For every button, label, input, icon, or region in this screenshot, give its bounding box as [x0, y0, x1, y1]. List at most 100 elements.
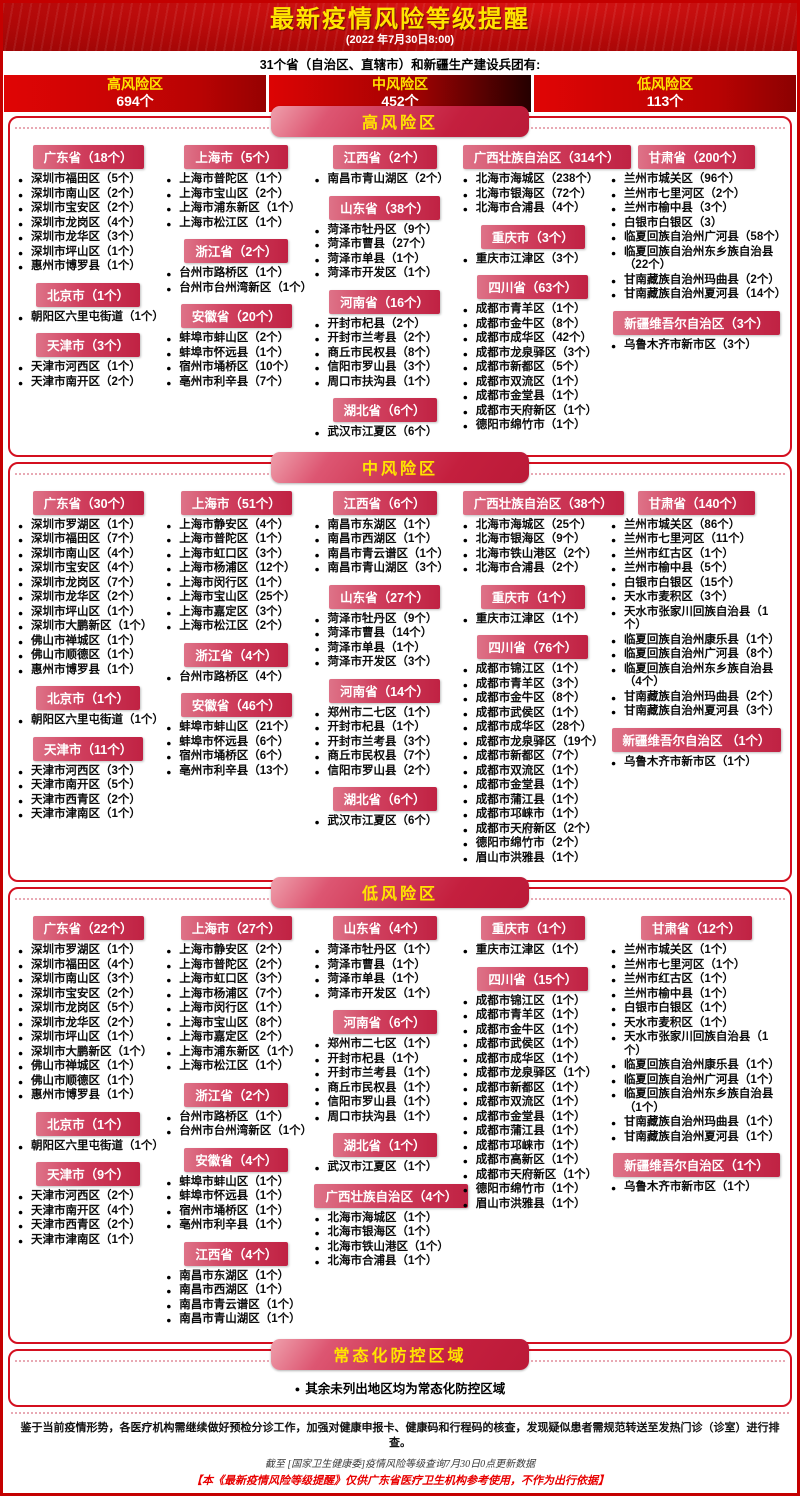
district-label: 商丘市民权县（1个）: [327, 1081, 438, 1094]
district-item: ● 临夏回族自治州康乐县（1个）: [611, 1059, 782, 1073]
bullet-icon: ●: [314, 269, 320, 279]
district-label: 深圳市龙岗区（4个）: [31, 216, 141, 229]
bullet-icon: ●: [314, 737, 320, 748]
bullet-icon: ●: [314, 334, 320, 344]
province-group: 北京市（1个） ● 朝阳区六里屯街道（1个）: [18, 1111, 164, 1154]
bullet-icon: ●: [314, 1040, 320, 1050]
district-item: ● 成都市锦江区（1个）: [463, 995, 603, 1009]
bullet-icon: ●: [166, 622, 172, 632]
district-item: ● 深圳市龙华区（2个）: [18, 1017, 158, 1031]
district-item: ● 上海市杨浦区（7个）: [166, 988, 306, 1002]
district-list: ● 朝阳区六里屯街道（1个）: [18, 714, 164, 728]
district-item: ● 白银市白银区（1个）: [611, 1002, 782, 1016]
bullet-icon: ●: [314, 629, 320, 639]
province-group: 重庆市（1个） ● 重庆市江津区（1个）: [463, 584, 603, 627]
district-label: 上海市普陀区（1个）: [179, 533, 290, 545]
province-header: 北京市（1个）: [36, 1111, 141, 1136]
district-list: ● 蚌埠市蚌山区（1个） ● 蚌埠市怀远县（1个） ● 宿州市埇桥区（1个） ● 亳州市利辛县…: [166, 1176, 306, 1233]
district-label: 菏泽市牡丹区（9个）: [327, 223, 438, 236]
district-item: ● 宿州市埇桥区（1个）: [166, 1205, 306, 1219]
district-label: 成都市金堂县（1个）: [475, 779, 586, 791]
district-item: ● 天津市南开区（5个）: [18, 779, 158, 793]
section-columns: 广东省（18个） ● 深圳市福田区（5个） ● 深圳市南山区（2个） ● 深圳市宝安区（2个…: [18, 142, 786, 449]
section-column: 广西壮族自治区（38个） ● 北海市海城区（25个） ● 北海市银海区（9个） ● 北海市铁…: [462, 490, 624, 875]
province-group: 天津市（11个） ● 天津市河西区（3个） ● 天津市南开区（5个） ● 天津市西青区（2个…: [18, 736, 158, 822]
bullet-icon: ●: [462, 766, 468, 777]
bullet-icon: ●: [166, 363, 172, 373]
district-label: 开封市杞县（1个）: [327, 1052, 426, 1065]
province-header: 重庆市（1个）: [480, 916, 585, 940]
province-group: 重庆市（3个） ● 重庆市江津区（3个）: [463, 224, 603, 267]
district-item: ● 北海市海城区（1个）: [314, 1212, 454, 1226]
district-item: ● 天津市西青区（2个）: [18, 1219, 158, 1233]
district-label: 信阳市罗山县（3个）: [327, 361, 438, 373]
bullet-icon: ●: [610, 946, 617, 956]
district-label: 上海市闵行区（1个）: [179, 576, 290, 589]
district-item: ● 上海市宝山区（8个）: [166, 1017, 306, 1031]
district-item: ● 深圳市龙岗区（7个）: [18, 577, 158, 591]
bullet-icon: ●: [18, 781, 24, 791]
district-item: ● 成都市金牛区（8个）: [463, 692, 603, 706]
province-header: 河南省（6个）: [332, 1010, 437, 1034]
bullet-icon: ●: [166, 1018, 172, 1029]
district-label: 重庆市江津区（1个）: [475, 612, 586, 625]
bullet-icon: ●: [610, 650, 617, 660]
district-item: ● 上海市静安区（4个）: [166, 519, 306, 533]
bullet-icon: ●: [314, 1083, 320, 1094]
province-header: 新疆维吾尔自治区 （1个）: [611, 727, 782, 752]
district-label: 天津市河西区（1个）: [31, 361, 141, 373]
district-label: 成都市双流区（1个）: [475, 1096, 586, 1108]
district-item: ● 深圳市坪山区（1个）: [18, 606, 158, 620]
district-label: 甘南藏族自治州夏河县（3个）: [623, 705, 780, 717]
bullet-icon: ●: [610, 290, 617, 300]
district-item: ● 上海市松江区（1个）: [166, 217, 306, 231]
district-label: 菏泽市曹县（1个）: [327, 958, 426, 971]
district-list: ● 重庆市江津区（1个）: [463, 613, 603, 627]
district-item: ● 成都市金牛区（1个）: [463, 1024, 603, 1038]
bullet-icon: ●: [462, 1112, 468, 1123]
district-item: ● 成都市双流区（1个）: [463, 376, 603, 390]
province-header: 山东省（27个）: [329, 584, 441, 609]
district-label: 上海市浦东新区（1个）: [179, 1045, 301, 1058]
district-item: ● 成都市天府新区（1个）: [463, 1169, 603, 1183]
district-label: 深圳市龙华区（2个）: [31, 591, 141, 603]
district-label: 临夏回族自治州广河县（58个）: [623, 231, 787, 243]
district-item: ● 临夏回族自治州广河县（1个）: [611, 1074, 782, 1088]
district-label: 德阳市绵竹市（1个）: [475, 1183, 586, 1195]
district-list: ● 南昌市青山湖区（2个）: [314, 173, 454, 187]
province-header: 安徽省（46个）: [180, 693, 292, 717]
province-header: 上海市（5个）: [184, 145, 289, 169]
bullet-icon: ●: [314, 549, 320, 560]
bullet-icon: ●: [462, 1185, 468, 1195]
bullet-icon: ●: [462, 175, 468, 185]
district-label: 朝阳区六里屯街道（1个）: [31, 310, 164, 323]
district-label: 台州市路桥区（1个）: [179, 267, 290, 279]
province-header: 湖北省（1个）: [332, 1133, 437, 1157]
district-item: ● 成都市成华区（42个）: [463, 332, 603, 346]
district-item: ● 成都市成华区（28个）: [463, 721, 603, 735]
district-item: ● 信阳市罗山县（1个）: [314, 1096, 454, 1110]
bullet-icon: ●: [314, 989, 320, 1000]
district-item: ● 信阳市罗山县（2个）: [314, 765, 454, 779]
district-item: ● 蚌埠市蚌山区（2个）: [166, 332, 306, 346]
district-item: ● 台州市路桥区（1个）: [166, 1111, 306, 1125]
district-item: ● 天津市津南区（1个）: [18, 1234, 158, 1248]
bullet-icon: ●: [462, 752, 468, 762]
bullet-icon: ●: [314, 817, 320, 827]
bullet-icon: ●: [18, 189, 24, 200]
bullet-icon: ●: [314, 1228, 320, 1238]
province-header: 江西省（6个）: [332, 490, 437, 515]
district-label: 北海市铁山港区（1个）: [327, 1240, 449, 1253]
district-label: 成都市金牛区（8个）: [475, 692, 586, 704]
district-item: ● 成都市高新区（1个）: [463, 1154, 603, 1168]
province-header: 甘肃省（140个）: [637, 490, 756, 515]
district-label: 兰州市城关区（96个）: [623, 173, 741, 185]
section-column: 甘肃省（140个） ● 兰州市城关区（86个） ● 兰州市七里河区（11个） ● 兰州市红古…: [610, 490, 782, 779]
district-label: 兰州市城关区（86个）: [623, 518, 741, 531]
bullet-icon: ●: [462, 824, 468, 835]
district-item: ● 台州市路桥区（1个）: [166, 267, 306, 281]
bullet-icon: ●: [166, 1033, 172, 1043]
district-label: 成都市龙泉驿区（19个）: [475, 735, 604, 748]
bullet-icon: ●: [18, 622, 24, 632]
bullet-icon: ●: [314, 1242, 320, 1253]
